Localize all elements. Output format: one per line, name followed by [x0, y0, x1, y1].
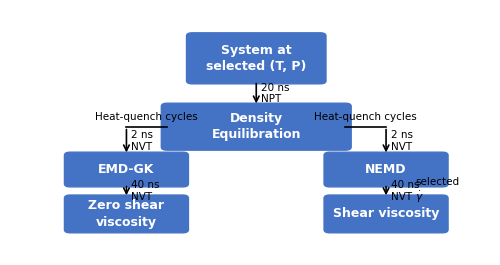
Text: 2 ns
NVT: 2 ns NVT [131, 130, 153, 152]
Text: selected
$\dot{\gamma}$: selected $\dot{\gamma}$ [415, 177, 459, 205]
Text: System at
selected (T, P): System at selected (T, P) [206, 43, 306, 73]
Text: EMD-GK: EMD-GK [98, 163, 154, 176]
FancyBboxPatch shape [324, 152, 448, 187]
Text: Heat-quench cycles: Heat-quench cycles [314, 112, 417, 122]
Text: 2 ns
NVT: 2 ns NVT [390, 130, 412, 152]
FancyBboxPatch shape [186, 33, 326, 84]
Text: NEMD: NEMD [366, 163, 407, 176]
FancyBboxPatch shape [64, 195, 188, 233]
FancyBboxPatch shape [64, 152, 188, 187]
Text: 40 ns
NVT: 40 ns NVT [131, 180, 160, 202]
Text: Density
Equilibration: Density Equilibration [212, 112, 301, 142]
Text: Heat-quench cycles: Heat-quench cycles [96, 112, 198, 122]
Text: 20 ns
NPT: 20 ns NPT [261, 83, 290, 104]
Text: 40 ns
NVT: 40 ns NVT [390, 180, 419, 202]
FancyBboxPatch shape [324, 195, 448, 233]
FancyBboxPatch shape [162, 103, 351, 150]
Text: Zero shear
viscosity: Zero shear viscosity [88, 199, 164, 229]
Text: Shear viscosity: Shear viscosity [333, 207, 440, 220]
